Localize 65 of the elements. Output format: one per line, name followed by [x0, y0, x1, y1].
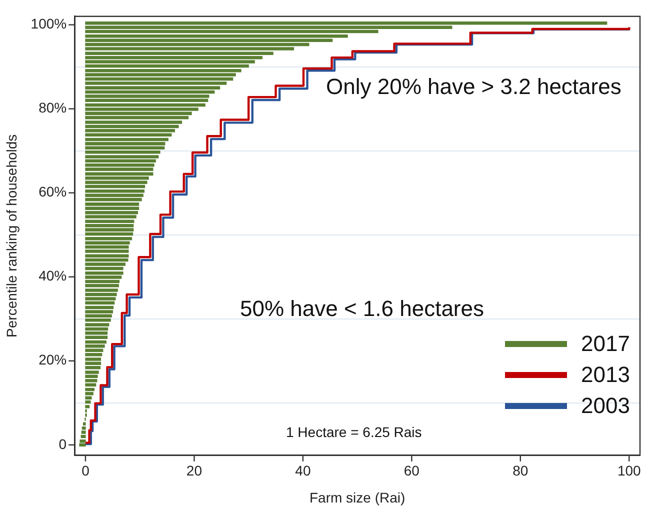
- bar: [85, 396, 92, 400]
- x-tick-label: 80: [512, 462, 528, 479]
- bar: [85, 348, 104, 352]
- bar: [85, 163, 154, 167]
- y-tick-label: 20%: [38, 352, 67, 368]
- x-tick-label: 60: [404, 462, 420, 479]
- bar: [85, 224, 134, 228]
- x-tick-label: 100: [617, 462, 642, 479]
- x-tick-label: 20: [186, 462, 202, 479]
- legend-label: 2013: [581, 362, 630, 388]
- annotation: 50% have < 1.6 hectares: [239, 295, 485, 323]
- bar: [85, 21, 608, 25]
- bar: [85, 206, 140, 210]
- bar: [85, 103, 206, 107]
- bar: [85, 276, 122, 279]
- bar: [85, 301, 115, 305]
- y-tick-label: 100%: [30, 16, 67, 32]
- bar: [85, 378, 98, 382]
- bar: [85, 292, 117, 296]
- bar: [85, 266, 124, 270]
- bar: [85, 327, 108, 331]
- bar: [85, 180, 148, 184]
- bar: [85, 258, 128, 262]
- bar: [81, 430, 86, 434]
- bar: [85, 374, 98, 378]
- bar: [85, 344, 105, 348]
- y-tick-label: 40%: [38, 268, 67, 284]
- annotation: 1 Hectare = 6.25 Rais: [285, 423, 423, 442]
- y-tick-label: 60%: [38, 184, 67, 200]
- bar: [85, 280, 120, 284]
- bar: [82, 426, 86, 430]
- bar: [85, 362, 102, 366]
- bar: [85, 129, 175, 132]
- y-axis-title: Percentile ranking of households: [3, 134, 20, 338]
- bar: [85, 332, 108, 335]
- bar: [85, 159, 156, 163]
- x-axis-title: Farm size (Rai): [309, 489, 406, 506]
- bar: [85, 262, 126, 266]
- bar: [80, 434, 86, 438]
- bar: [85, 210, 138, 214]
- x-tick-label: 0: [82, 462, 90, 479]
- bar: [85, 124, 179, 128]
- bar: [85, 146, 165, 150]
- bar: [79, 443, 86, 447]
- bar: [85, 77, 234, 81]
- bar: [80, 439, 86, 443]
- bar: [85, 142, 166, 146]
- bar: [85, 392, 94, 396]
- x-tick-label: 40: [295, 462, 311, 479]
- bar: [85, 271, 124, 275]
- bar: [85, 310, 113, 314]
- legend-label: 2017: [581, 330, 630, 356]
- annotation: Only 20% have > 3.2 hectares: [322, 72, 626, 102]
- bar: [85, 241, 130, 244]
- bar: [85, 306, 114, 310]
- y-tick-label: 0: [58, 436, 67, 452]
- bar: [85, 245, 129, 249]
- bar: [85, 228, 134, 232]
- bar: [85, 98, 208, 102]
- y-tick-label: 80%: [38, 100, 67, 116]
- bar: [85, 176, 149, 180]
- legend-label: 2003: [581, 392, 630, 418]
- bar: [85, 194, 144, 197]
- bar: [85, 297, 116, 300]
- bar: [85, 314, 112, 318]
